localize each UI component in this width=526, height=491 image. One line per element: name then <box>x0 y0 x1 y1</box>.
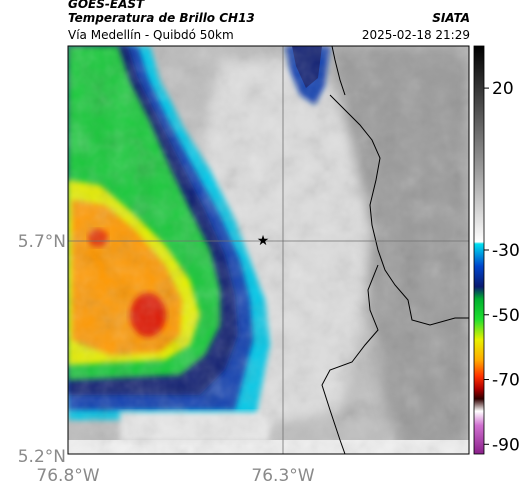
route-subtitle: Vía Medellín - Quibdó 50km <box>68 28 234 42</box>
colorbar-tick-label: -50 <box>492 306 520 326</box>
colorbar-tick-label: -90 <box>492 435 520 455</box>
colorbar-tick-label: -30 <box>492 241 520 261</box>
x-tick-label-76-8: 76.8°W <box>36 466 99 486</box>
brightness-temperature-field <box>68 46 469 454</box>
colorbar-tick-label: -70 <box>492 371 520 391</box>
y-tick-label-5-2: 5.2°N <box>18 447 66 467</box>
satellite-title: GOES-EAST <box>68 0 145 11</box>
agency-label: SIATA <box>432 11 470 25</box>
product-title: Temperatura de Brillo CH13 <box>68 11 255 25</box>
x-tick-label-76-3: 76.3°W <box>251 466 314 486</box>
y-tick-label-5-7: 5.7°N <box>18 232 66 252</box>
map-frame <box>67 45 470 455</box>
colorbar-ticks: 20 -30 -50 -70 -90 <box>484 79 520 455</box>
timestamp-label: 2025-02-18 21:29 <box>361 28 470 42</box>
location-star-marker: ★ <box>257 233 270 249</box>
colorbar: 20 -30 -50 -70 -90 <box>473 45 520 455</box>
colorbar-tick-label: 20 <box>492 79 514 99</box>
colorbar-strip <box>473 45 485 455</box>
